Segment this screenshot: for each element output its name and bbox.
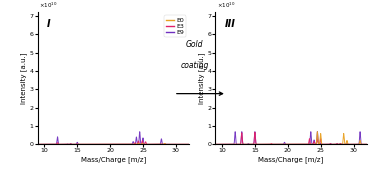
Legend: E0, E3, E9: E0, E3, E9 [164,15,186,37]
Text: $\times 10^{10}$: $\times 10^{10}$ [39,0,58,10]
Text: $\times 10^{10}$: $\times 10^{10}$ [217,0,235,10]
Text: Gold: Gold [186,40,203,49]
X-axis label: Mass/Charge [m/z]: Mass/Charge [m/z] [259,156,324,163]
Text: I: I [47,19,51,29]
Text: III: III [225,19,235,29]
X-axis label: Mass/Charge [m/z]: Mass/Charge [m/z] [81,156,146,163]
Y-axis label: Intensity [a.u.]: Intensity [a.u.] [198,53,204,104]
Text: coating: coating [180,61,209,70]
Y-axis label: Intensity [a.u.]: Intensity [a.u.] [20,53,27,104]
